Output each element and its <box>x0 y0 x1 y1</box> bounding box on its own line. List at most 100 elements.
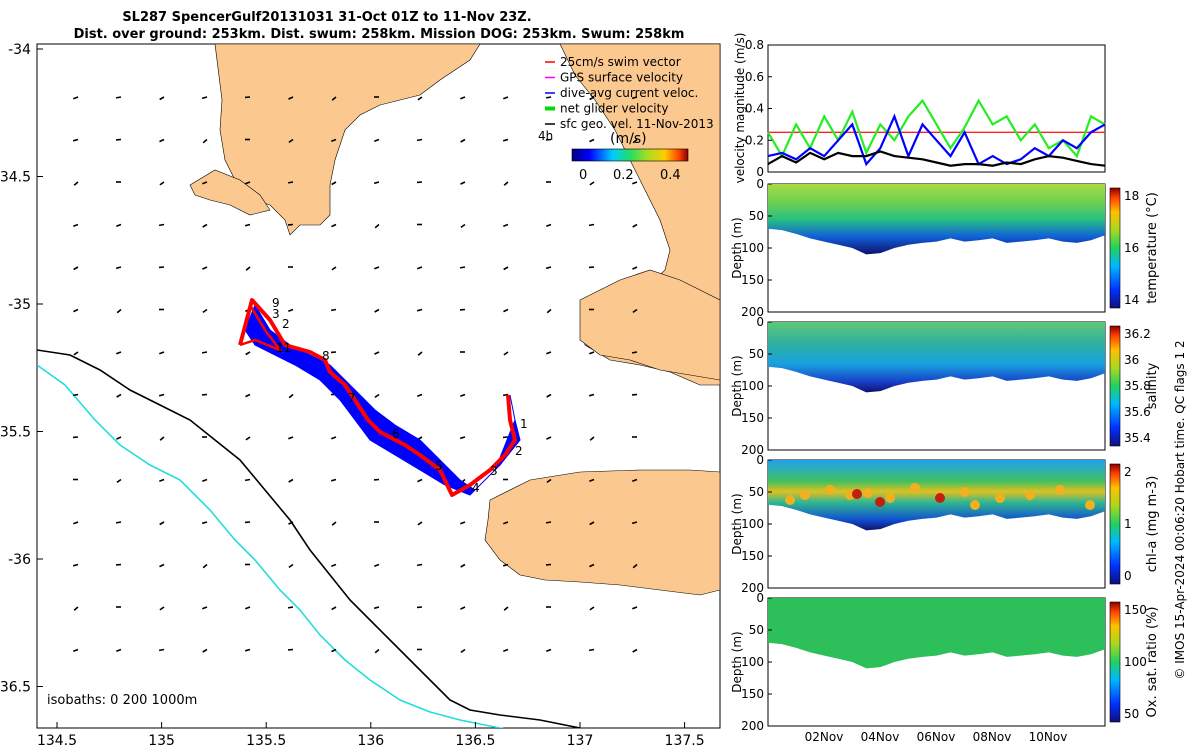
geostrophic-vector <box>116 308 122 314</box>
map-panel: 9 3 2 11 8 7 6 5 1 2 3 4 134.5 135 135.5 13… <box>0 42 721 749</box>
isobath-1000m <box>37 364 505 728</box>
day-label: 3 <box>490 464 498 478</box>
geostrophic-vector <box>73 223 79 227</box>
geostrophic-vector <box>331 96 337 101</box>
chl-peak <box>852 489 862 499</box>
geostrophic-vector <box>460 393 466 397</box>
geostrophic-vector <box>546 308 552 314</box>
geostrophic-vector <box>374 138 380 142</box>
land-island <box>484 469 720 596</box>
colorbar-unit: (m/s) <box>610 131 647 147</box>
day-label: 4 <box>472 481 480 495</box>
geostrophic-vector <box>115 521 122 524</box>
chl-hotspot <box>1085 500 1095 510</box>
day-label: 8 <box>322 349 330 363</box>
map-y-tick-label: -34 <box>8 42 31 58</box>
map-y-tick-label: -35.5 <box>0 425 31 441</box>
footer-credit: © IMOS 15-Apr-2024 00:06:20 Hobart time.… <box>1173 340 1187 679</box>
geostrophic-vector <box>331 138 337 142</box>
colorbar-tick-label: 2 <box>1124 465 1132 479</box>
depth-ylabel: Depth (m) <box>730 493 744 554</box>
geostrophic-vector <box>116 478 122 484</box>
time-tick: 10Nov <box>1029 730 1068 744</box>
geostrophic-vector <box>503 223 509 227</box>
geostrophic-vector <box>416 563 423 567</box>
chl-hotspot <box>960 487 970 497</box>
chl-peak <box>935 493 945 503</box>
geostrophic-vector <box>632 606 638 610</box>
geostrophic-vector <box>373 606 380 610</box>
geostrophic-vector <box>632 648 638 653</box>
depth-tick-label: 200 <box>741 581 764 595</box>
geostrophic-vector <box>546 393 552 398</box>
geostrophic-vector <box>73 266 79 271</box>
colorbar-tick: 0.2 <box>613 168 634 183</box>
profile-panel: 0 50 100 150 200 Depth (m) 0 1 2 chl-a (mg m-3) <box>730 453 1160 595</box>
geostrophic-vector <box>245 351 251 356</box>
geostrophic-vector <box>159 436 165 441</box>
geostrophic-vector <box>73 521 79 525</box>
geostrophic-vector <box>201 96 208 100</box>
geostrophic-vector <box>589 181 595 186</box>
geostrophic-vector <box>202 308 208 314</box>
geostrophic-vector <box>460 223 466 229</box>
velocity-panel: 0 0.2 0.4 0.6 0.8 velocity magnitude (m/s) <box>733 33 1106 183</box>
geostrophic-vector <box>116 351 122 355</box>
geostrophic-vector <box>459 266 466 269</box>
geostrophic-vector <box>416 138 423 142</box>
geostrophic-vector <box>546 351 552 355</box>
geostrophic-vector <box>245 393 251 398</box>
geostrophic-vector <box>244 648 251 652</box>
geostrophic-vector <box>460 96 466 100</box>
colorbar-label: temperature (°C) <box>1145 192 1160 304</box>
geostrophic-vector <box>158 648 165 652</box>
colorbar-tick-label: 150 <box>1124 603 1147 617</box>
geostrophic-vector <box>201 521 208 525</box>
map-x-tick-label: 137 <box>567 733 594 749</box>
colorbar-tick-label: 16 <box>1124 241 1139 255</box>
geostrophic-vector <box>374 223 380 229</box>
colorbar-tick-label: 36.2 <box>1124 327 1151 341</box>
geostrophic-vector <box>73 181 79 186</box>
geostrophic-vector <box>331 266 337 271</box>
geostrophic-vector <box>72 393 79 397</box>
colorbar-tick-label: 35.6 <box>1124 405 1151 419</box>
map-x-tick-label: 135.5 <box>246 733 286 749</box>
geostrophic-vector <box>288 436 294 440</box>
speed-colorbar <box>571 148 689 162</box>
colorbar-tick: 0.4 <box>660 168 681 183</box>
geostrophic-vector <box>374 351 380 355</box>
geostrophic-vector <box>73 648 79 652</box>
geostrophic-vector <box>588 393 595 397</box>
geostrophic-vector <box>288 393 294 399</box>
geostrophic-vector <box>287 181 294 184</box>
map-y-tick-label: -36.5 <box>0 680 31 696</box>
geostrophic-vector <box>72 138 79 142</box>
geostrophic-vector <box>503 266 509 271</box>
geostrophic-vector <box>159 138 165 143</box>
depth-tick-label: 150 <box>741 411 764 425</box>
geostrophic-vector <box>374 563 380 567</box>
title-line-2: Dist. over ground: 253km. Dist. swum: 25… <box>74 27 685 42</box>
geostrophic-vector <box>460 521 466 525</box>
depth-tick-label: 50 <box>749 485 764 499</box>
legend-label: net glider velocity <box>560 102 668 116</box>
chl-hotspot <box>995 493 1005 503</box>
geostrophic-vector <box>632 138 638 144</box>
depth-tick-label: 0 <box>756 453 764 467</box>
profile-panel: 0 50 100 150 200 Depth (m) 35.4 35.6 35.8 36 36.2 s… <box>730 315 1160 457</box>
map-x-tick-label: 135 <box>148 733 175 749</box>
time-tick: 02Nov <box>805 730 844 744</box>
geostrophic-vector <box>288 563 294 569</box>
land-yorke-head <box>189 169 271 216</box>
chl-hotspot <box>910 483 920 493</box>
geostrophic-vector <box>159 181 165 186</box>
geostrophic-vector <box>116 436 122 440</box>
geostrophic-vector <box>502 393 509 397</box>
label-4h: 4h <box>538 129 553 143</box>
geostrophic-vector <box>202 138 208 144</box>
profile-colorbar <box>1109 187 1121 309</box>
geostrophic-vector <box>159 96 165 101</box>
time-axis: 02Nov 04Nov 06Nov 08Nov 10Nov <box>805 730 1068 744</box>
